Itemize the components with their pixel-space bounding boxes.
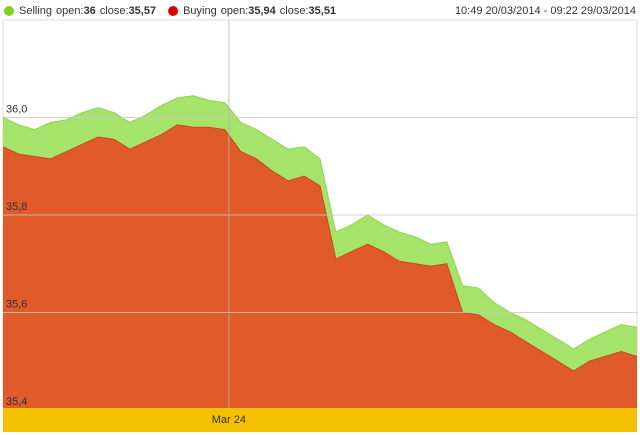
legend-close: 35,51 <box>309 5 337 17</box>
legend-item: Buying open:35,94 close:35,51 <box>183 5 336 17</box>
legend-open-label: open: <box>56 5 84 17</box>
area-line <box>2 95 638 350</box>
y-tick-label: 35,6 <box>6 298 27 310</box>
y-tick-label: 35,8 <box>6 201 27 213</box>
x-axis-band <box>3 408 637 432</box>
legend-close-label: close: <box>280 5 309 17</box>
legend-open: 35,94 <box>248 5 276 17</box>
legend-item: Selling open:36 close:35,57 <box>19 5 156 17</box>
legend-marker <box>168 6 179 16</box>
y-tick-label: 36,0 <box>6 103 27 115</box>
legend-close-label: close: <box>100 5 129 17</box>
legend-name: Selling <box>19 5 52 17</box>
legend-close: 35,57 <box>129 5 157 17</box>
legend-name: Buying <box>183 5 217 17</box>
legend-open: 36 <box>84 5 96 17</box>
area-line <box>2 124 638 372</box>
area <box>3 124 637 409</box>
legend-marker <box>4 6 14 16</box>
date-range: 10:49 20/03/2014 - 09:22 29/03/2014 <box>455 5 636 17</box>
x-tick-label: Mar 24 <box>212 414 246 426</box>
legend-open-label: open: <box>221 5 249 17</box>
y-tick-label: 35,4 <box>6 396 27 408</box>
